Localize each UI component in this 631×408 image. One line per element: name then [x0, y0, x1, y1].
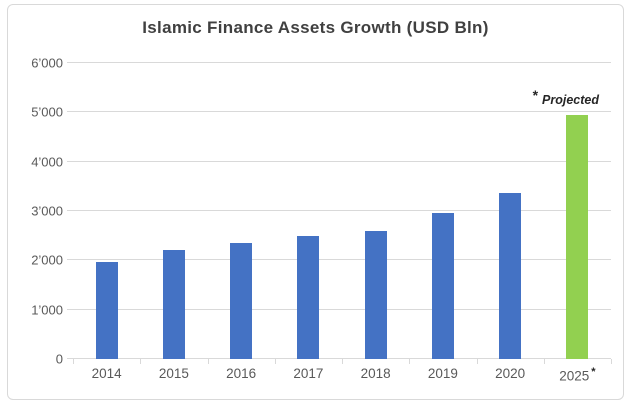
x-tick-label-2025: 2025 *	[559, 366, 596, 384]
bar-2018	[364, 230, 387, 359]
x-tick-label-2015: 2015	[158, 366, 189, 381]
y-tick-mark	[67, 259, 73, 261]
y-tick-mark	[67, 111, 73, 113]
y-tick-mark	[67, 160, 73, 162]
x-tick-label-2014: 2014	[91, 366, 122, 381]
x-tick-label-2020: 2020	[495, 366, 526, 381]
x-tick-mark	[409, 359, 411, 364]
x-tick-mark	[140, 359, 142, 364]
x-tick-label-2019: 2019	[427, 366, 458, 381]
chart-card: Islamic Finance Assets Growth (USD Bln) …	[7, 4, 624, 400]
x-tick-mark	[342, 359, 343, 364]
x-tick-label-2018: 2018	[360, 366, 391, 381]
gridline	[73, 259, 611, 261]
bar-2017	[297, 235, 320, 359]
bar-2019	[431, 212, 454, 359]
y-tick-mark	[67, 62, 73, 63]
bar-2016	[230, 243, 253, 359]
gridline	[73, 111, 611, 113]
bar-2015	[162, 250, 185, 359]
y-tick-label: 4’000	[31, 154, 63, 170]
x-tick-label-2017: 2017	[293, 366, 324, 381]
y-tick-mark	[67, 308, 73, 310]
projected-marker-icon: *	[591, 366, 596, 378]
y-tick-label: 0	[55, 351, 63, 367]
y-tick-label: 3’000	[31, 203, 63, 219]
gridline	[73, 210, 611, 211]
projected-annotation-label: Projected	[542, 93, 599, 107]
y-axis-labels: 0 1’000 2’000 3’000 4’000 5’000 6’000	[8, 56, 63, 367]
x-tick-mark	[543, 359, 545, 364]
bar-2025	[566, 115, 589, 359]
gridline	[73, 358, 611, 359]
y-tick-label: 1’000	[31, 302, 63, 318]
x-tick-mark	[476, 359, 478, 364]
x-tick-mark	[274, 359, 276, 364]
y-tick-label: 5’000	[31, 104, 63, 120]
y-tick-label: 2’000	[31, 252, 63, 268]
y-tick-mark	[67, 358, 73, 359]
gridline	[73, 160, 611, 162]
x-tick-mark	[73, 359, 74, 364]
bar-2014	[95, 261, 118, 359]
chart-title: Islamic Finance Assets Growth (USD Bln)	[142, 18, 489, 37]
asterisk-icon: *	[532, 87, 539, 103]
y-tick-label: 6’000	[31, 55, 63, 71]
plot-area	[67, 62, 612, 364]
projected-annotation: * Projected	[533, 87, 599, 109]
x-tick-mark	[207, 359, 209, 364]
x-tick-label-2016: 2016	[226, 366, 257, 381]
bar-2020	[499, 192, 522, 359]
gridline	[73, 62, 611, 63]
y-tick-mark	[67, 210, 73, 211]
gridline	[73, 308, 611, 310]
x-axis-labels: 2014 2015 2016 2017 2018 2019 2020 2025 *	[73, 366, 611, 388]
x-tick-mark	[611, 359, 612, 364]
